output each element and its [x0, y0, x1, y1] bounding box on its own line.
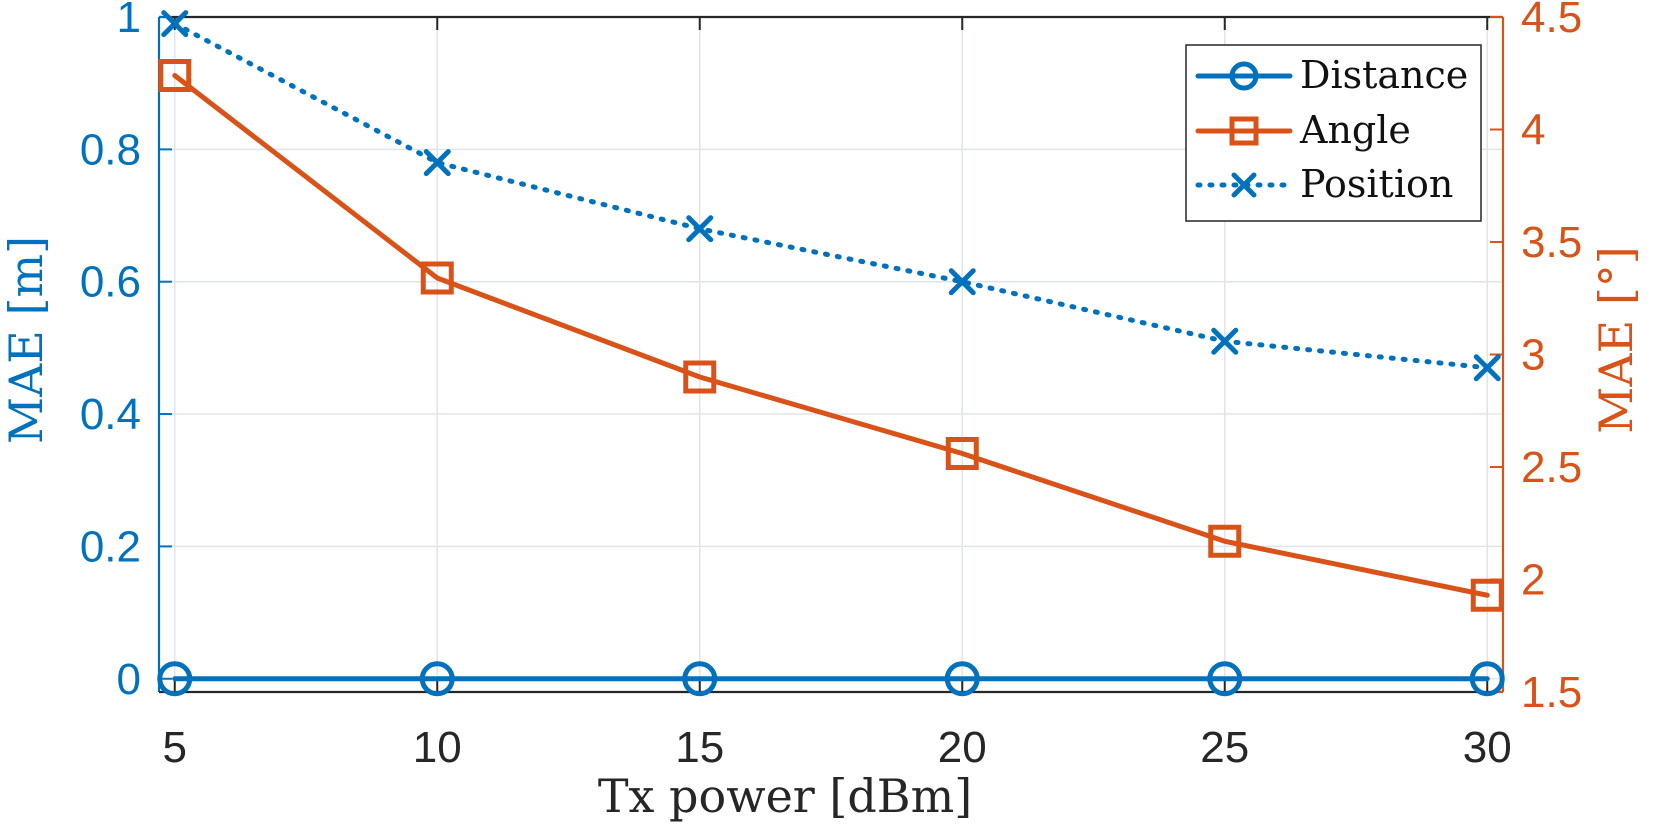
data-point-angle — [420, 261, 454, 295]
legend-label-position: Position — [1300, 162, 1453, 206]
data-point-distance — [157, 661, 193, 697]
data-point-position — [948, 268, 976, 296]
legend-entry-distance: Distance — [1195, 53, 1468, 97]
legend-label-angle: Angle — [1299, 108, 1411, 152]
left-y-axis-title: MAE [m] — [0, 236, 53, 444]
legend-entry-position: Position — [1195, 162, 1453, 206]
left-y-tick-label: 0.8 — [80, 125, 141, 174]
x-tick-label: 25 — [1200, 723, 1249, 772]
right-y-tick-label: 3.5 — [1521, 218, 1582, 267]
left-y-tick-label: 0 — [117, 655, 141, 704]
legend: Distance Angle Position — [1185, 44, 1482, 222]
legend-label-distance: Distance — [1300, 53, 1468, 97]
data-point-angle — [1470, 578, 1504, 612]
data-point-position — [161, 10, 189, 38]
right-y-tick-label: 1.5 — [1521, 668, 1582, 717]
data-point-distance — [1469, 661, 1505, 697]
right-y-tick-label: 3 — [1521, 331, 1545, 380]
x-tick-label: 15 — [675, 723, 724, 772]
tick-labels: 5 10 15 20 25 30 0 0.2 0.4 0.6 0.8 1 1.5 2 2.5 3 3.5 4 4.5 — [80, 0, 1582, 772]
data-point-angle — [158, 59, 192, 92]
right-y-tick-label: 4 — [1521, 106, 1545, 155]
data-point-position — [686, 215, 714, 243]
data-point-angle — [683, 360, 717, 394]
series-markers — [157, 10, 1505, 697]
left-y-tick-label: 0.2 — [80, 522, 141, 571]
x-tick-label: 30 — [1463, 723, 1512, 772]
data-point-distance — [1207, 661, 1243, 697]
data-point-position — [1473, 354, 1501, 382]
data-point-angle — [945, 437, 979, 470]
data-point-distance — [682, 661, 718, 697]
x-tick-label: 5 — [163, 723, 187, 772]
right-y-axis-title: MAE [°] — [1589, 246, 1643, 433]
data-point-position — [423, 149, 451, 177]
series-line-angle — [172, 73, 1490, 598]
legend-marker-position — [1231, 172, 1257, 198]
right-y-tick-label: 2.5 — [1521, 443, 1582, 492]
left-y-tick-label: 1 — [117, 0, 141, 42]
left-y-tick-label: 0.4 — [80, 390, 141, 439]
data-point-distance — [419, 661, 455, 697]
legend-entry-angle: Angle — [1195, 108, 1411, 152]
x-axis-title: Tx power [dBm] — [598, 769, 972, 823]
series-lines — [172, 21, 1490, 682]
data-point-distance — [944, 661, 980, 697]
right-y-tick-label: 4.5 — [1521, 0, 1582, 42]
left-y-tick-label: 0.6 — [80, 258, 141, 307]
data-point-position — [1211, 327, 1239, 355]
x-tick-label: 20 — [938, 723, 987, 772]
x-tick-label: 10 — [413, 723, 462, 772]
legend-marker-distance — [1229, 61, 1259, 91]
right-y-tick-label: 2 — [1521, 556, 1545, 605]
data-point-angle — [1208, 524, 1242, 558]
legend-marker-angle — [1229, 116, 1259, 146]
